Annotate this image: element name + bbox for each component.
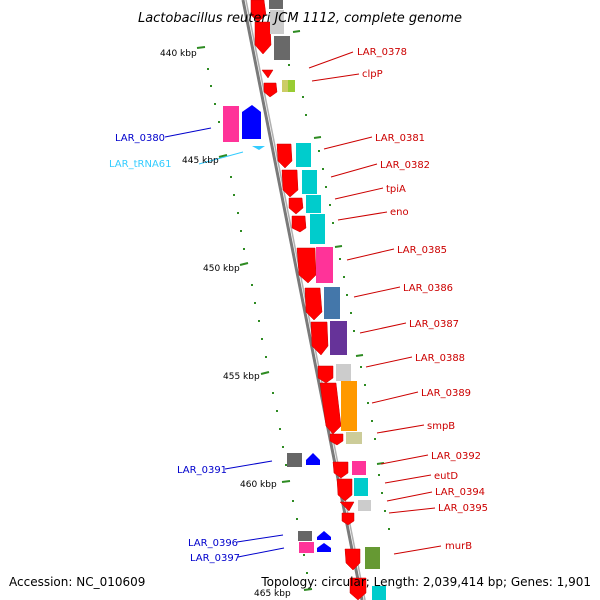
tick-label: 450 kbp bbox=[203, 264, 240, 274]
leader-lines-left bbox=[164, 127, 285, 558]
gene-label-lar-0397[interactable]: LAR_0397 bbox=[190, 553, 240, 564]
gene-label-murb[interactable]: murB bbox=[445, 541, 472, 552]
gene-label-lar-trna61[interactable]: LAR_tRNA61 bbox=[109, 159, 172, 170]
gene-label-lar-0380[interactable]: LAR_0380 bbox=[115, 133, 165, 144]
reverse-cds-track bbox=[223, 105, 331, 553]
scale-dots-right bbox=[280, 28, 390, 530]
map-title: Lactobacillus reuteri JCM 1112, complete… bbox=[138, 11, 462, 26]
genome-backbone bbox=[241, 0, 364, 600]
gene-label-lar-0385[interactable]: LAR_0385 bbox=[397, 245, 447, 256]
forward-cds-track bbox=[250, 0, 367, 600]
gene-label-lar-0386[interactable]: LAR_0386 bbox=[403, 283, 453, 294]
tick-label: 465 kbp bbox=[254, 589, 291, 599]
gene-label-smpb[interactable]: smpB bbox=[427, 421, 455, 432]
scale-ticks bbox=[196, 46, 313, 591]
gene-label-lar-0392[interactable]: LAR_0392 bbox=[431, 451, 481, 462]
gene-label-tpia[interactable]: tpiA bbox=[386, 184, 406, 195]
gene-label-eutd[interactable]: eutD bbox=[434, 471, 458, 482]
tick-label: 455 kbp bbox=[223, 372, 260, 382]
gene-label-lar-0391[interactable]: LAR_0391 bbox=[177, 465, 227, 476]
genome-summary-text: Topology: circular; Length: 2,039,414 bp… bbox=[260, 575, 591, 589]
feature-track bbox=[269, 0, 386, 600]
gene-label-lar-0382[interactable]: LAR_0382 bbox=[380, 160, 430, 171]
accession-text: Accession: NC_010609 bbox=[9, 575, 145, 589]
gene-label-lar-0389[interactable]: LAR_0389 bbox=[421, 388, 471, 399]
gene-label-lar-0388[interactable]: LAR_0388 bbox=[415, 353, 465, 364]
gene-label-lar-0396[interactable]: LAR_0396 bbox=[188, 538, 238, 549]
gene-label-eno[interactable]: eno bbox=[390, 207, 409, 218]
gene-label-lar-0394[interactable]: LAR_0394 bbox=[435, 487, 485, 498]
gene-label-clpp[interactable]: clpP bbox=[362, 69, 383, 80]
tick-label: 440 kbp bbox=[160, 49, 197, 59]
gene-label-lar-0381[interactable]: LAR_0381 bbox=[375, 133, 425, 144]
leader-lines-right bbox=[308, 51, 442, 555]
tick-label: 460 kbp bbox=[240, 480, 277, 490]
gene-labels-right: LAR_0378 clpP LAR_0381 LAR_0382 tpiA eno… bbox=[357, 47, 488, 552]
gene-labels-left: LAR_0380 LAR_tRNA61 LAR_0391 LAR_0396 LA… bbox=[109, 133, 240, 564]
gene-label-lar-0395[interactable]: LAR_0395 bbox=[438, 503, 488, 514]
scale-dots bbox=[207, 68, 308, 574]
gene-label-lar-0387[interactable]: LAR_0387 bbox=[409, 319, 459, 330]
gene-label-lar-0378[interactable]: LAR_0378 bbox=[357, 47, 407, 58]
tick-labels: 440 kbp 445 kbp 450 kbp 455 kbp 460 kbp … bbox=[160, 49, 291, 599]
tick-label: 445 kbp bbox=[182, 156, 219, 166]
